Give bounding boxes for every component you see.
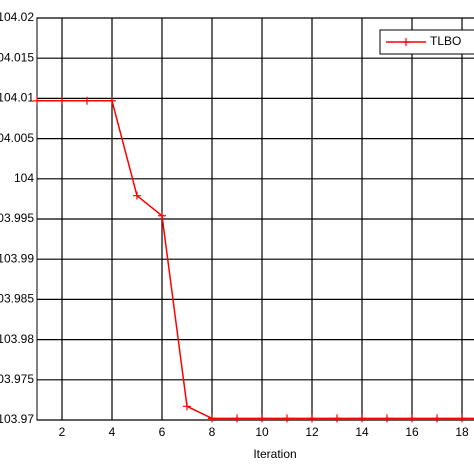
x-tick-label: 4 <box>109 425 116 439</box>
data-line <box>37 100 474 420</box>
legend-marker <box>402 38 410 46</box>
data-point <box>58 96 66 105</box>
y-tick-label: 103.99 <box>0 251 34 265</box>
y-tick-label: 104.015 <box>0 50 34 64</box>
data-point <box>183 402 191 411</box>
data-point <box>408 414 416 423</box>
x-tick-label: 12 <box>305 425 319 439</box>
data-point <box>433 414 441 423</box>
y-tick-label: 104.02 <box>0 10 34 24</box>
data-point <box>208 414 216 423</box>
data-point <box>358 414 366 423</box>
y-tick-label: 103.975 <box>0 372 34 386</box>
x-tick-label: 8 <box>209 425 216 439</box>
data-point <box>333 414 341 423</box>
y-tick-label: 103.995 <box>0 211 34 225</box>
data-point <box>233 414 241 423</box>
x-tick-label: 10 <box>255 425 269 439</box>
data-point <box>83 96 91 105</box>
x-tick-label: 16 <box>405 425 419 439</box>
data-point <box>383 414 391 423</box>
y-tick-label: 103.985 <box>0 292 34 306</box>
data-point <box>158 211 166 220</box>
data-point <box>108 96 116 105</box>
data-point <box>308 414 316 423</box>
data-point <box>458 414 466 423</box>
x-tick-label: 2 <box>59 425 66 439</box>
data-point <box>258 414 266 423</box>
data-point <box>133 191 141 200</box>
x-tick-label: 14 <box>355 425 369 439</box>
x-tick-label: 18 <box>455 425 469 439</box>
data-point <box>33 96 41 105</box>
y-tick-label: 104.005 <box>0 131 34 145</box>
y-tick-label: 103.97 <box>0 412 34 426</box>
x-axis-label: Iteration <box>253 447 296 461</box>
legend-label: TLBO <box>430 34 461 48</box>
data-point <box>283 414 291 423</box>
y-tick-label: 103.98 <box>0 332 34 346</box>
y-tick-label: 104 <box>14 171 34 185</box>
x-tick-label: 6 <box>159 425 166 439</box>
y-tick-label: 104.01 <box>0 91 34 105</box>
